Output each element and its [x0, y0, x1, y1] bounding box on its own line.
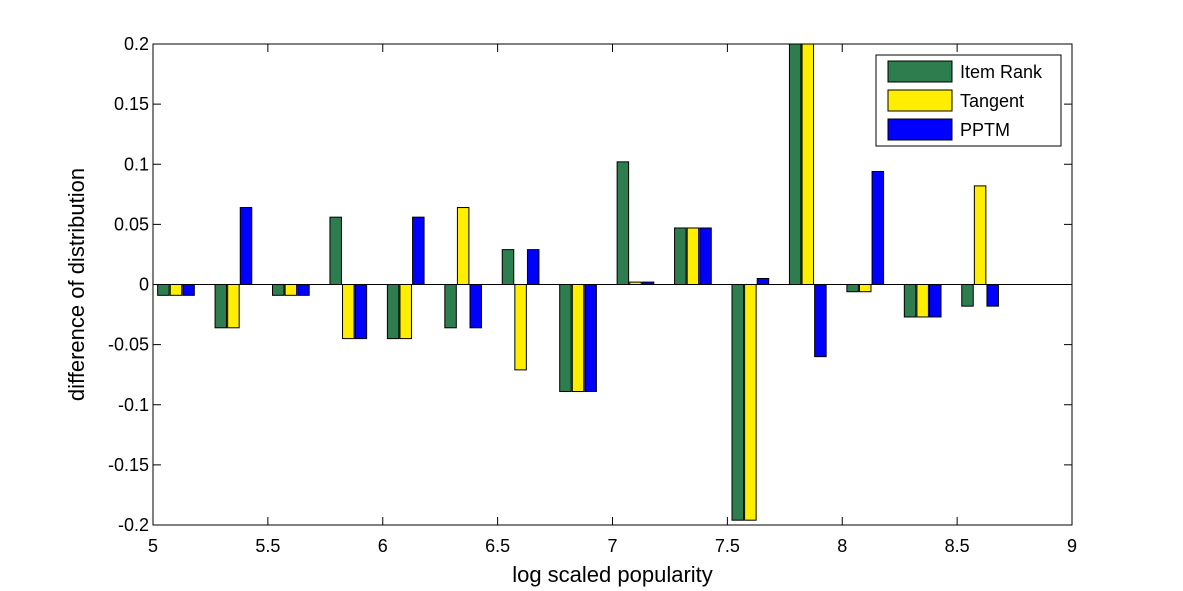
bar-item-rank-9 — [674, 227, 687, 285]
bar-tangent-5 — [456, 207, 470, 285]
bar-pptm-0 — [182, 284, 195, 296]
bar-item-rank-5 — [444, 284, 457, 329]
bar-item-rank-4 — [386, 284, 400, 340]
bar-tangent-0 — [169, 284, 183, 296]
bar-tangent-2 — [284, 284, 298, 296]
bar-pptm-2 — [297, 284, 310, 296]
bar-tangent-6 — [514, 284, 527, 371]
x-tick-label: 8.5 — [945, 536, 970, 556]
x-tick-label: 9 — [1067, 536, 1077, 556]
bar-pptm-6 — [526, 249, 540, 286]
x-axis-label: log scaled popularity — [512, 562, 713, 587]
bar-pptm-13 — [929, 284, 942, 318]
bar-item-rank-8 — [616, 161, 630, 285]
bar-pptm-14 — [986, 284, 999, 307]
x-axis: 5 5.5 6 6.5 7 7.5 8 8.5 9 — [148, 44, 1077, 556]
bar-pptm-3 — [354, 284, 368, 340]
y-axis-label: difference of distribution — [64, 168, 89, 401]
y-tick-label: -0.05 — [108, 335, 149, 355]
bar-pptm-1 — [239, 207, 253, 285]
bar-pptm-10 — [756, 277, 770, 285]
y-tick-label: 0.05 — [114, 214, 149, 234]
bar-tangent-13 — [916, 284, 929, 318]
bars-layer — [157, 43, 999, 521]
y-tick-label: 0.1 — [124, 154, 149, 174]
x-tick-label: 5.5 — [255, 536, 280, 556]
bar-item-rank-6 — [501, 249, 515, 286]
bar-tangent-14 — [973, 185, 987, 286]
bar-item-rank-2 — [272, 284, 285, 296]
bar-item-rank-11 — [788, 43, 802, 285]
bar-pptm-12 — [871, 170, 885, 285]
bar-item-rank-3 — [329, 216, 342, 285]
x-tick-label: 7.5 — [715, 536, 740, 556]
bar-item-rank-14 — [961, 284, 974, 307]
bar-tangent-4 — [399, 284, 412, 340]
x-tick-label: 5 — [148, 536, 158, 556]
legend-swatch-pptm — [887, 118, 953, 141]
x-tick-label: 6.5 — [485, 536, 510, 556]
bar-tangent-11 — [801, 43, 815, 285]
bar-tangent-9 — [686, 227, 700, 285]
y-tick-label: -0.1 — [118, 395, 149, 415]
bar-pptm-4 — [412, 216, 425, 285]
bar-item-rank-10 — [731, 284, 744, 521]
bar-tangent-10 — [744, 284, 757, 521]
y-tick-label: 0 — [139, 275, 149, 295]
bar-tangent-12 — [858, 284, 872, 293]
bar-pptm-5 — [469, 284, 483, 329]
bar-tangent-7 — [571, 284, 585, 393]
legend-label-tangent: Tangent — [960, 91, 1024, 111]
bar-pptm-11 — [814, 284, 827, 358]
legend-swatch-item-rank — [887, 60, 953, 83]
bar-item-rank-0 — [157, 284, 170, 296]
bar-tangent-1 — [227, 284, 240, 329]
bar-pptm-9 — [699, 227, 712, 285]
y-tick-label: 0.15 — [114, 94, 149, 114]
y-tick-label: -0.15 — [108, 455, 149, 475]
bar-item-rank-12 — [846, 284, 859, 293]
y-tick-label: -0.2 — [118, 515, 149, 535]
bar-item-rank-1 — [214, 284, 228, 329]
bar-tangent-3 — [342, 284, 355, 340]
x-tick-label: 7 — [607, 536, 617, 556]
y-axis: -0.2 -0.15 -0.1 -0.05 0 0.05 0.1 0.15 0.2 — [108, 34, 1072, 535]
bar-item-rank-7 — [559, 284, 572, 393]
legend-swatch-tangent — [887, 89, 953, 112]
legend: Item Rank Tangent PPTM — [875, 54, 1062, 147]
bar-item-rank-13 — [903, 284, 917, 318]
y-tick-label: 0.2 — [124, 34, 149, 54]
bar-pptm-7 — [584, 284, 597, 393]
x-tick-label: 6 — [378, 536, 388, 556]
legend-label-item-rank: Item Rank — [960, 62, 1043, 82]
legend-label-pptm: PPTM — [960, 120, 1010, 140]
x-tick-label: 8 — [837, 536, 847, 556]
